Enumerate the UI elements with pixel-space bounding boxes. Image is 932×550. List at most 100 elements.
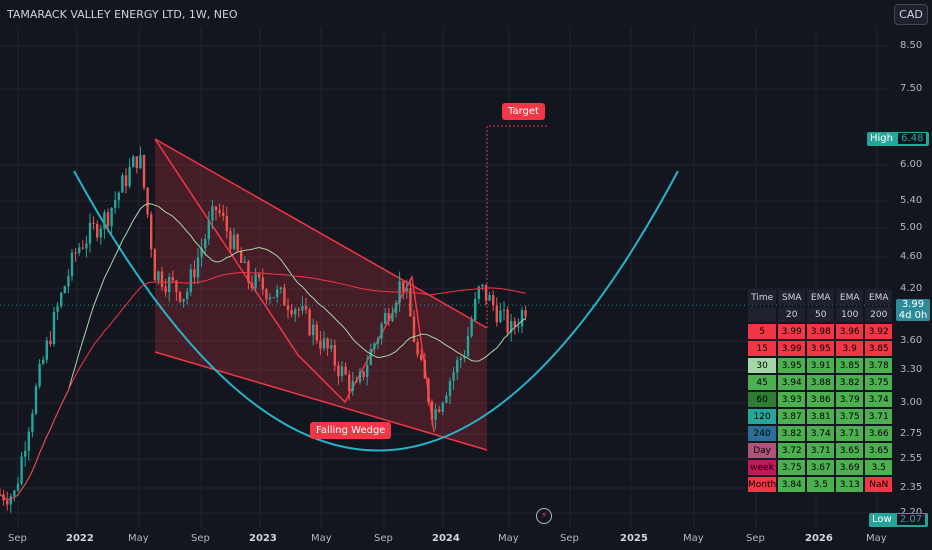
candle-body: [103, 212, 106, 229]
currency-button[interactable]: CAD: [894, 4, 928, 25]
candle-body: [42, 359, 45, 364]
table-header-row: Time SMA EMA EMA EMA: [748, 290, 893, 305]
candle-body: [13, 490, 16, 497]
candle-body: [409, 288, 412, 317]
candle-body: [337, 365, 340, 377]
table-cell: 3.69: [836, 460, 864, 475]
candle-body: [121, 175, 124, 193]
candle-body: [369, 349, 372, 365]
price-tick: 3.00: [900, 397, 923, 408]
table-cell: 3.9: [836, 341, 864, 356]
price-tick: 2.20: [900, 507, 922, 518]
time-tick: 2024: [432, 533, 460, 544]
time-tick: May: [866, 533, 887, 544]
candle-body: [70, 252, 74, 277]
candle-body: [312, 324, 315, 336]
table-row: 240 3.82 3.74 3.71 3.66: [748, 426, 893, 441]
candle-body: [150, 214, 153, 250]
candle-body: [193, 269, 196, 278]
candle-body: [506, 309, 509, 333]
candle-body: [510, 321, 513, 333]
table-cell: 3.66: [865, 426, 893, 441]
candle-body: [376, 338, 380, 344]
falling-wedge-annotation[interactable]: Falling Wedge: [310, 422, 392, 439]
candle-body: [142, 155, 146, 188]
candle-body: [52, 311, 56, 345]
candle-body: [502, 309, 506, 311]
candle-body: [452, 372, 455, 381]
candle-body: [484, 284, 488, 301]
candle-body: [160, 271, 164, 287]
candle-body: [481, 284, 484, 287]
candle-body: [225, 215, 228, 232]
target-annotation[interactable]: Target: [502, 103, 545, 120]
table-cell: 3.74: [865, 392, 893, 407]
lightning-event-icon[interactable]: ⚡: [536, 508, 552, 524]
time-tick: May: [683, 533, 704, 544]
table-row: 5 3.99 3.98 3.96 3.92: [748, 324, 893, 339]
candle-body: [204, 239, 207, 249]
candle-body: [434, 409, 437, 420]
table-row: Day 3.72 3.71 3.65 3.65: [748, 443, 893, 458]
table-row: 45 3.94 3.88 3.82 3.75: [748, 375, 893, 390]
price-tick: 8.50: [900, 40, 923, 51]
rounding-bottom-arc: [73, 170, 679, 452]
candle-body: [474, 298, 477, 321]
table-cell: 3.91: [807, 358, 835, 373]
time-tick: Sep: [374, 533, 393, 544]
candle-body: [164, 286, 167, 293]
candle-body: [322, 338, 326, 349]
candle-body: [88, 222, 92, 244]
time-tick: May: [498, 533, 519, 544]
candle-body: [34, 386, 38, 414]
candle-body: [189, 269, 192, 292]
candle-body: [254, 273, 257, 289]
candle-body: [304, 306, 308, 310]
candle-body: [124, 175, 128, 187]
candle-body: [276, 289, 279, 298]
candle-body: [456, 360, 459, 373]
candle-body: [146, 187, 149, 215]
time-tick: May: [128, 533, 149, 544]
table-cell: 3.88: [807, 375, 835, 390]
candle-body: [247, 261, 250, 283]
table-cell: 3.74: [807, 426, 835, 441]
candle-body: [405, 288, 408, 291]
table-cell: 100: [836, 307, 864, 322]
table-cell: 3.72: [778, 443, 806, 458]
candle-body: [182, 298, 185, 302]
price-tick: 4.60: [900, 251, 923, 262]
table-cell: 3.96: [836, 324, 864, 339]
table-cell: EMA: [807, 290, 835, 305]
candle-body: [315, 324, 318, 341]
candle-body: [63, 286, 66, 294]
candle-body: [438, 409, 441, 412]
candle-body: [459, 358, 462, 361]
table-row: Month 3.84 3.5 3.13 NaN: [748, 477, 893, 492]
low-marker: Low 2.07: [869, 513, 929, 527]
table-cell: 3.5: [807, 477, 835, 492]
candle-body: [283, 287, 286, 306]
candle-body: [470, 320, 473, 336]
table-cell: Month: [748, 477, 777, 492]
candle-body: [92, 222, 95, 224]
candle-body: [412, 316, 416, 342]
candle-body: [207, 220, 210, 240]
table-cell: 15: [748, 341, 777, 356]
candle-body: [211, 206, 214, 221]
price-tick: 3.60: [900, 335, 923, 346]
price-tick: 3.30: [900, 364, 923, 375]
table-cell: 3.82: [778, 426, 806, 441]
candle-body: [157, 271, 160, 281]
table-cell: 3.87: [778, 409, 806, 424]
table-cell: 3.71: [865, 409, 893, 424]
candle-body: [355, 381, 358, 383]
table-cell: NaN: [865, 477, 893, 492]
low-value: 2.07: [896, 514, 926, 525]
candle-body: [517, 326, 520, 328]
table-cell: 3.92: [865, 324, 893, 339]
candle-body: [99, 228, 102, 238]
candle-body: [186, 291, 189, 299]
table-cell: [748, 307, 777, 322]
